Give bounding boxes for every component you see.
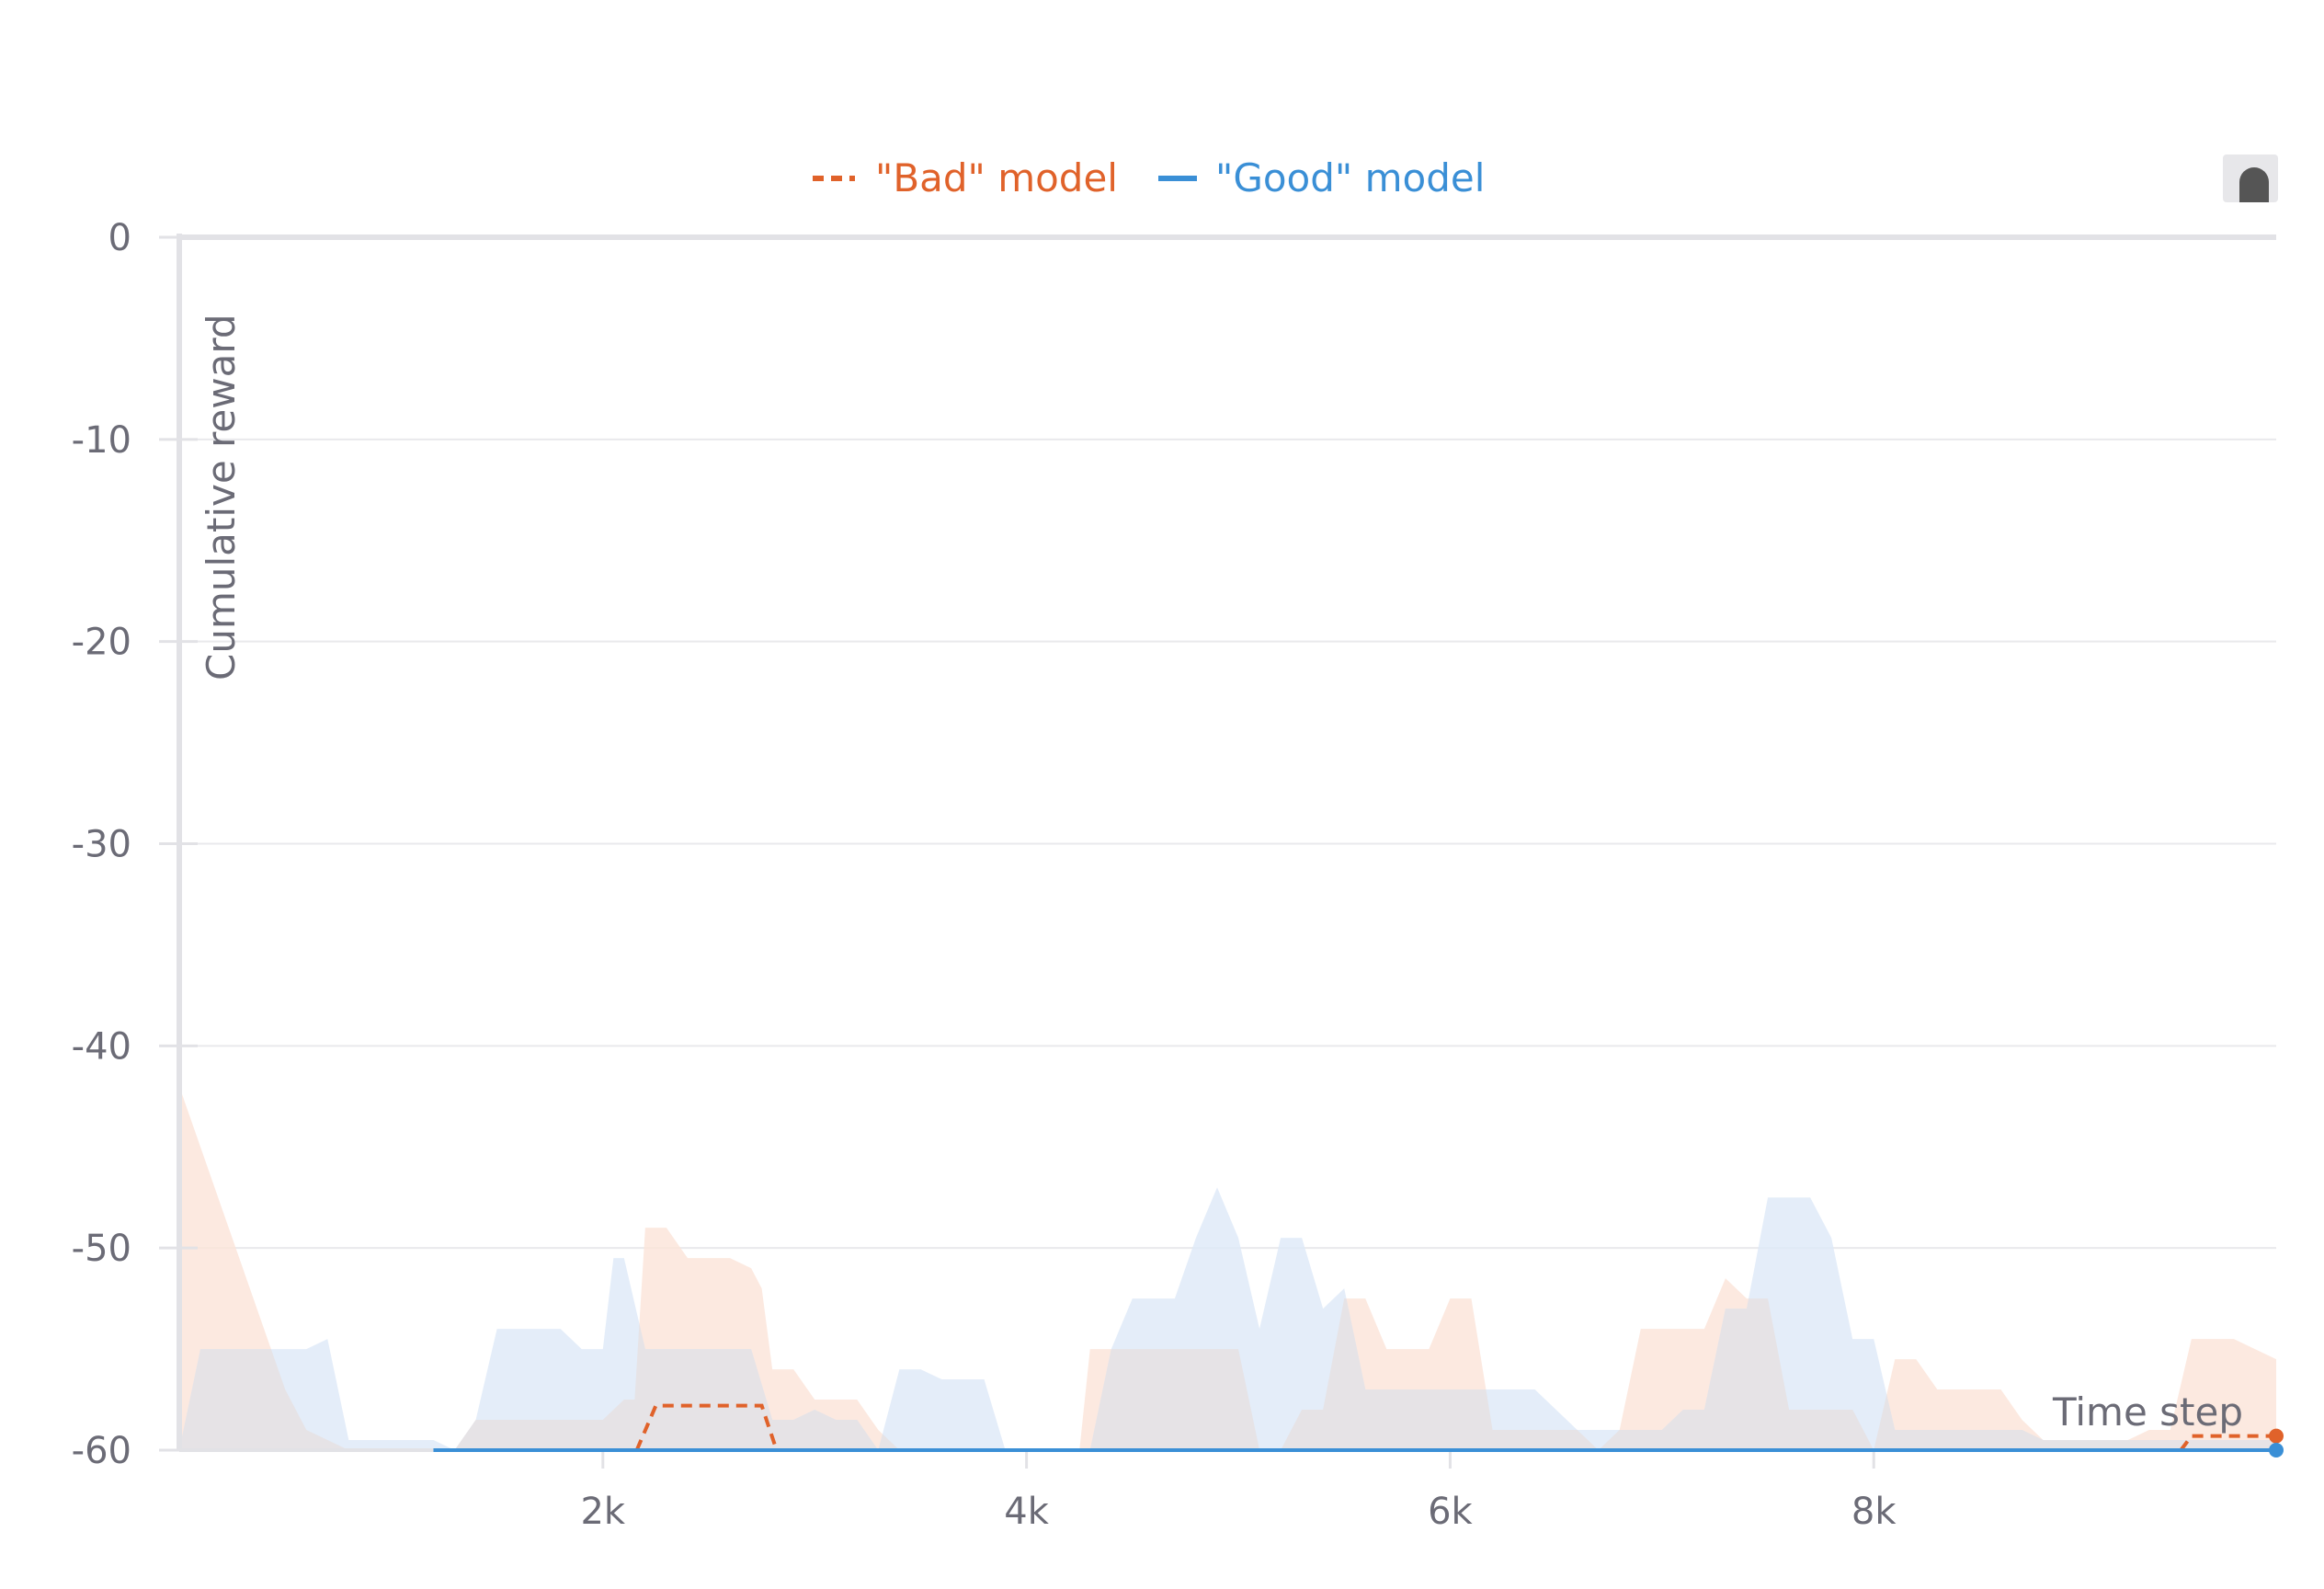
chart-menu-icon (2239, 167, 2269, 202)
y-tick-label-2: -20 (72, 622, 131, 664)
legend-item-good[interactable]: "Good" model (1158, 155, 1485, 200)
chart-menu-button[interactable] (2223, 154, 2278, 202)
legend-label-bad: "Bad" model (875, 155, 1118, 200)
x-tick-label-2: 6k (1428, 1491, 1473, 1533)
end-point-series-0 (2269, 1428, 2284, 1444)
x-tick-label-1: 4k (1004, 1491, 1049, 1533)
y-axis-title: Cumulative reward (199, 314, 244, 680)
tick-labels: 0 -10 -20 -30 -40 -50 -60 2k 4k 6k 8k (72, 217, 1897, 1533)
y-tick-label-0: 0 (108, 217, 131, 259)
series-lines (433, 1403, 2284, 1458)
end-point-series-1 (2269, 1443, 2284, 1458)
y-tick-label-5: -50 (72, 1228, 131, 1270)
legend-item-bad[interactable]: "Bad" model (813, 155, 1118, 200)
x-axis-title: Time step (2052, 1389, 2243, 1435)
y-tick-label-6: -60 (72, 1430, 131, 1472)
y-tick-label-4: -40 (72, 1025, 131, 1068)
band-overlap (179, 1187, 2276, 1450)
legend-label-good: "Good" model (1215, 155, 1485, 200)
x-tick-label-0: 2k (580, 1491, 625, 1533)
x-tick-label-3: 8k (1851, 1491, 1897, 1533)
y-tick-label-3: -30 (72, 824, 131, 866)
y-tick-label-1: -10 (72, 419, 131, 462)
band-overlap-region (179, 1187, 2276, 1450)
legend: "Bad" model "Good" model (813, 155, 1485, 200)
